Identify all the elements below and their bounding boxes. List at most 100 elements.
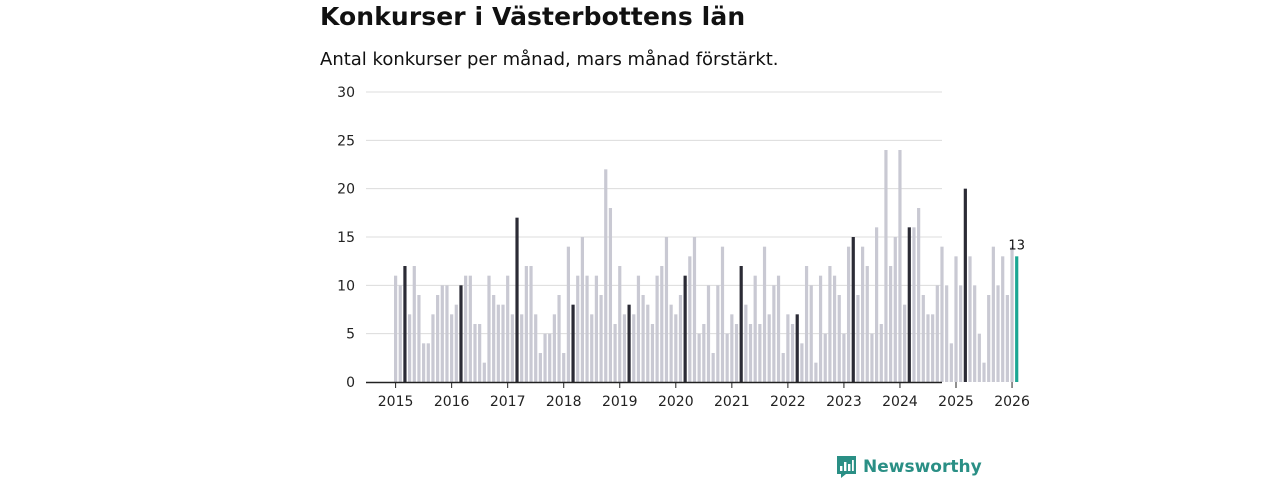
newsworthy-logo-icon (837, 456, 856, 478)
bar (856, 295, 860, 382)
bar (828, 266, 832, 382)
bar (804, 266, 809, 382)
x-tick-label: 2017 (490, 394, 526, 410)
y-tick-label: 5 (346, 327, 355, 343)
x-tick-label: 2018 (546, 394, 582, 410)
x-tick-label: 2016 (434, 394, 470, 410)
bar (408, 314, 412, 382)
bar (879, 324, 883, 382)
bar (921, 295, 925, 382)
brand-name: Newsworthy (863, 457, 982, 477)
gridlines (366, 91, 942, 335)
bar (954, 256, 958, 382)
latest-value-label: 13 (1008, 238, 1025, 253)
y-tick-label: 10 (337, 278, 355, 294)
bar (678, 295, 683, 382)
bar (959, 285, 963, 382)
bar (870, 333, 874, 382)
bar (664, 237, 669, 382)
bar (613, 324, 617, 382)
bar (552, 314, 556, 382)
bar (636, 275, 641, 382)
bar-march (459, 285, 463, 382)
bar (949, 343, 953, 382)
bar-march (739, 266, 743, 382)
bar (940, 246, 944, 382)
bar (837, 295, 841, 382)
bar (725, 333, 729, 382)
x-tick-label: 2026 (994, 394, 1030, 410)
bar (646, 304, 650, 382)
bar (492, 295, 496, 382)
bar (692, 237, 697, 382)
bar-march (963, 188, 967, 382)
bar-march (403, 266, 407, 382)
bar-march (907, 227, 911, 382)
bar (818, 275, 823, 382)
bar (814, 362, 818, 382)
bar (580, 237, 584, 382)
bar (846, 246, 851, 382)
bar (454, 304, 458, 382)
bar (506, 275, 510, 382)
bar (875, 227, 879, 382)
bar (973, 285, 977, 382)
bar (898, 150, 902, 382)
bar (790, 324, 795, 382)
bar (585, 275, 589, 382)
bar (945, 285, 949, 382)
bar (688, 256, 692, 382)
bars (394, 150, 1019, 382)
bar (622, 314, 627, 382)
bar (809, 285, 813, 382)
y-tick-label: 15 (337, 230, 355, 246)
bar (1010, 246, 1014, 382)
bar-march (683, 275, 687, 382)
bar (529, 266, 533, 382)
bar-march (851, 237, 855, 382)
bar (758, 324, 762, 382)
bar (417, 295, 421, 382)
bar (706, 285, 711, 382)
brand-logo[interactable]: Newsworthy (836, 455, 982, 479)
x-tick-label: 2025 (938, 394, 974, 410)
bar (987, 295, 991, 382)
bar (861, 246, 865, 382)
bar (996, 285, 1000, 382)
bar (501, 304, 505, 382)
data-labels: 13 (1008, 238, 1025, 253)
bar (394, 275, 398, 382)
chart-title: Konkurser i Västerbottens län (320, 2, 746, 31)
bar (576, 275, 580, 382)
bar (832, 275, 837, 382)
bar (917, 208, 921, 382)
bar (473, 324, 477, 382)
bar (842, 333, 846, 382)
bar (982, 362, 986, 382)
bar (487, 275, 491, 382)
bar (991, 246, 995, 382)
bar (762, 246, 767, 382)
bar (702, 324, 706, 382)
bar (538, 353, 542, 382)
bar (524, 266, 528, 382)
bar (468, 275, 472, 382)
bar (594, 275, 599, 382)
bar (1005, 295, 1009, 382)
y-tick-label: 25 (337, 133, 355, 149)
bar (772, 285, 776, 382)
bar (650, 324, 655, 382)
bar (412, 266, 416, 382)
bar (496, 304, 500, 382)
bar (674, 314, 678, 382)
bar (618, 266, 622, 382)
bar (716, 285, 720, 382)
x-tick-label: 2019 (602, 394, 638, 410)
bar (431, 314, 435, 382)
bar (478, 324, 482, 382)
bar (655, 275, 659, 382)
bar (800, 343, 804, 382)
bar (543, 333, 547, 382)
bar (734, 324, 739, 382)
bar (669, 304, 673, 382)
